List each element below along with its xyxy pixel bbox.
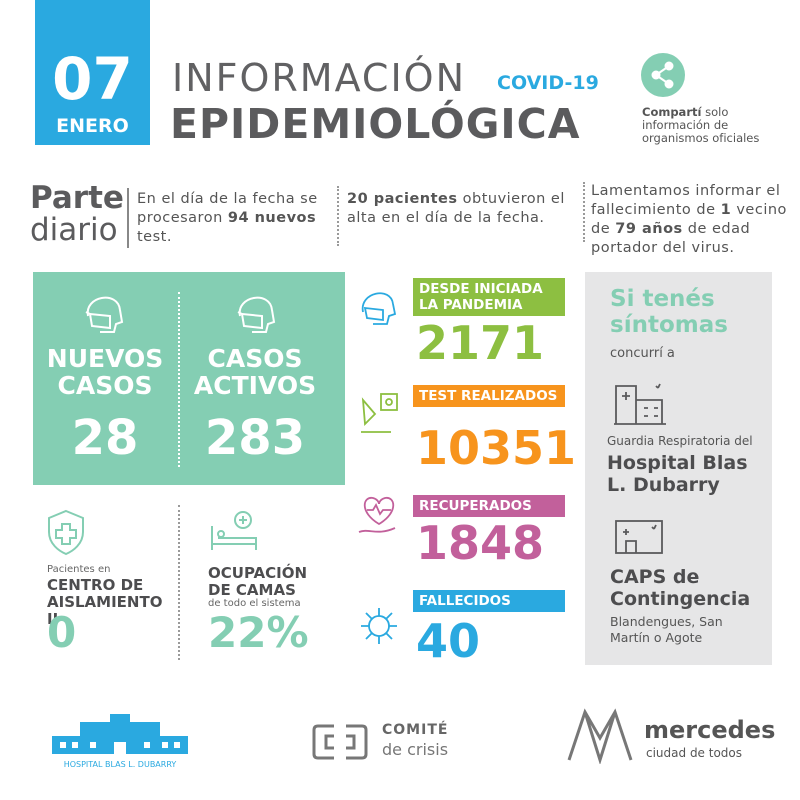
bed-icon [211,511,257,550]
cases-block [33,272,345,485]
text-segment: vecino de [591,202,787,237]
date-box: 07 ENERO [35,0,150,145]
total-label: TEST REALIZADOS [413,385,565,407]
note: En el día de la fecha se procesaron 94 n… [137,190,332,247]
isolation-label: CENTRO DE AISLAMIENTO II [47,576,163,628]
title-top: INFORMACIÓN [172,56,466,100]
isolation-intro: Pacientes en [47,564,111,575]
total-label: DESDE INICIADA LA PANDEMIA [413,278,565,316]
total-value: 2171 [416,316,545,370]
hospital-icon [614,383,666,425]
mask-icon [237,296,276,333]
note: Lamentamos informar el fallecimiento de … [591,182,796,258]
place-name: CAPS de Contingencia [610,566,751,610]
place-note: Blandengues, San Martín o Agote [610,614,723,645]
share-text: Compartí solo información de organismos … [642,106,782,145]
virus-icon [361,608,397,644]
title-bottom: EPIDEMIOLÓGICA [170,100,581,148]
hospital-name: HOSPITAL BLAS L. DUBARRY [63,760,177,769]
committee-bottom: de crisis [382,740,449,759]
caps-icon [615,520,663,554]
beds-label: OCUPACIÓN DE CAMAS [208,564,308,599]
care-intro: concurrí a [610,346,675,361]
text-segment: 94 nuevos [227,210,317,226]
test-icon [361,393,398,433]
total-label: RECUPERADOS [413,495,565,517]
total-label: FALLECIDOS [413,590,565,612]
note: 20 pacientes obtuvieron el alta en el dí… [347,190,581,228]
mask-icon [85,296,124,333]
city-tagline: ciudad de todos [646,746,743,760]
text-segment: 20 pacientes [347,191,458,207]
care-title: Si tenés síntomas [610,286,728,338]
text-segment: En el día de la fecha se procesaron [137,191,318,226]
mask-icon [362,292,397,325]
beds-value: 22% [208,608,309,657]
text-segment: obtuvieron el alta en el día de la fecha… [347,191,565,226]
total-value: 1848 [416,516,545,570]
text-segment: de edad portador del virus. [591,221,751,256]
month: ENERO [56,115,129,137]
heart-icon [358,497,396,533]
divider [178,292,180,467]
share-icon [641,53,685,97]
shield-icon [48,509,84,556]
city-name: mercedes [644,716,776,744]
hospital-logo [52,714,188,754]
divider [127,188,129,248]
total-value: 40 [416,614,481,668]
case-value: 28 [71,410,139,466]
tag: COVID-19 [497,72,599,94]
divider [178,505,180,660]
beds-note: de todo el sistema [208,598,301,609]
divider [583,182,585,242]
daily-label-bottom: diario [30,212,118,248]
city-logo [567,708,633,764]
case-label: NUEVOS CASOS [46,344,164,400]
divider [337,186,339,246]
text-segment: 1 [720,202,732,218]
case-value: 283 [204,410,306,466]
daily-label-top: Parte [30,180,124,216]
place-name: Hospital Blas L. Dubarry [607,452,748,496]
committee-top: COMITÉ [382,722,449,738]
day: 07 [52,45,133,113]
isolation-value: 0 [47,608,77,657]
text-segment: 79 años [615,221,683,237]
text-segment: Lamentamos informar el fallecimiento de [591,183,781,218]
case-label: CASOS ACTIVOS [193,344,317,400]
text-segment: solo información de organismos oficiales [642,105,760,145]
text-segment: test. [137,229,172,245]
care-panel [585,272,772,665]
committee-logo [312,724,368,760]
total-value: 10351 [416,421,577,475]
place-intro: Guardia Respiratoria del [607,434,753,448]
text-segment: Compartí [642,105,702,119]
